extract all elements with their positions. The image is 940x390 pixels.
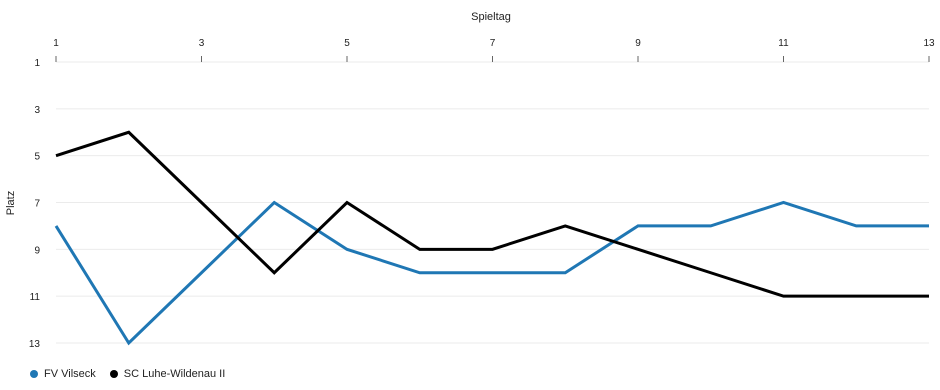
data-point-0 — [855, 224, 858, 227]
data-point-1 — [855, 295, 858, 298]
x-tick-label: 3 — [199, 38, 205, 49]
legend-item-fv-vilseck[interactable]: FV Vilseck — [30, 368, 96, 380]
x-axis: 1 3 5 7 9 11 13 — [53, 38, 935, 62]
data-point-1 — [564, 224, 567, 227]
legend-label-fv-vilseck: FV Vilseck — [44, 368, 96, 380]
y-axis-title: Platz — [5, 191, 17, 215]
data-point-0 — [55, 224, 58, 227]
legend-marker-sc-luhe-wildenau — [109, 370, 118, 378]
data-point-1 — [273, 271, 276, 274]
data-point-1 — [418, 248, 421, 251]
data-point-0 — [418, 271, 421, 274]
y-tick-label: 7 — [34, 199, 40, 210]
data-point-0 — [273, 201, 276, 204]
data-point-0 — [127, 342, 130, 345]
data-point-0 — [782, 201, 785, 204]
y-tick-label: 9 — [34, 245, 40, 256]
data-point-1 — [200, 201, 203, 204]
data-point-1 — [709, 271, 712, 274]
data-point-0 — [928, 224, 931, 227]
data-point-1 — [928, 295, 931, 298]
series-line-1 — [55, 130, 929, 298]
legend-marker-fv-vilseck — [30, 370, 38, 378]
legend-label-sc-luhe-wildenau: SC Luhe-Wildenau II — [123, 368, 226, 380]
x-axis-title: Spieltag — [471, 11, 511, 23]
y-tick-label: 1 — [34, 58, 40, 69]
grid-lines — [56, 61, 929, 344]
series-line-0 — [54, 200, 929, 346]
data-point-0 — [491, 271, 494, 274]
data-point-0 — [709, 224, 712, 227]
data-point-1 — [55, 154, 58, 157]
x-tick-label: 11 — [778, 38, 789, 49]
y-tick-label: 13 — [29, 339, 41, 350]
data-point-1 — [782, 295, 785, 298]
data-point-0 — [200, 271, 203, 274]
x-tick-label: 13 — [923, 38, 935, 49]
y-tick-label: 3 — [34, 105, 40, 116]
data-point-0 — [564, 271, 567, 274]
data-point-1 — [491, 248, 494, 251]
data-point-0 — [346, 248, 349, 251]
series-lines — [54, 130, 931, 346]
x-tick-label: 5 — [344, 38, 350, 49]
data-point-1 — [637, 248, 640, 251]
y-tick-label: 11 — [30, 292, 41, 303]
x-tick-label: 7 — [490, 38, 496, 49]
y-tick-label: 5 — [34, 152, 40, 163]
x-tick-label: 9 — [635, 38, 641, 49]
legend: FV Vilseck SC Luhe-Wildenau II — [30, 368, 239, 380]
legend-item-sc-luhe-wildenau[interactable]: SC Luhe-Wildenau II — [109, 368, 226, 380]
x-tick-label: 1 — [53, 38, 59, 49]
data-point-1 — [346, 201, 349, 204]
data-point-0 — [637, 224, 640, 227]
data-point-1 — [127, 131, 130, 134]
